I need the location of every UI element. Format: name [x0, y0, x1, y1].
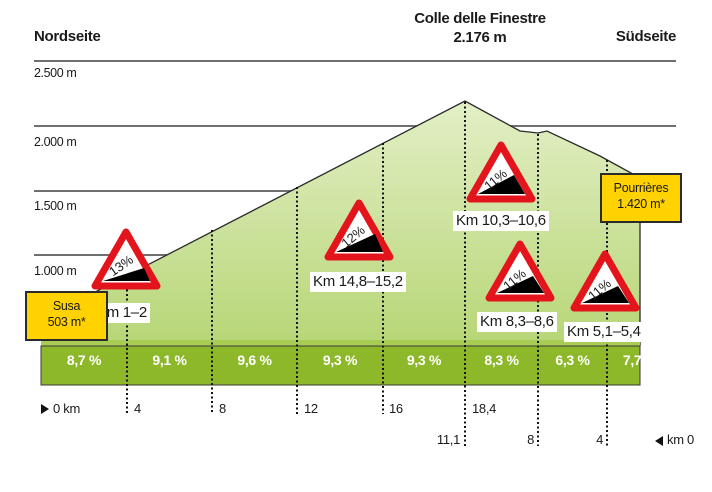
sign-label-km8: Km 8,3–8,6 — [477, 312, 557, 332]
segment-gradient-4: 9,3 % — [322, 352, 358, 368]
south-km-4: 4 — [596, 432, 603, 447]
sign-label-km10-11: Km 10,3–10,6 — [453, 211, 549, 231]
arrow-right-icon — [41, 404, 49, 414]
susa-start-box: Susa 503 m* — [25, 291, 108, 341]
north-km-8: 8 — [219, 401, 226, 416]
segment-gradient-7: 6,3 % — [555, 352, 590, 368]
south-km-8: 8 — [527, 432, 534, 447]
y-label-2500: 2.500 m — [34, 66, 77, 80]
segment-gradient-6: 8,3 % — [484, 352, 519, 368]
north-km-summit: 18,4 — [472, 401, 497, 416]
north-km-16: 16 — [389, 401, 403, 416]
pourrieres-start-box: Pourrières 1.420 m* — [600, 173, 682, 223]
summit-elevation: 2.176 m — [453, 29, 507, 46]
y-label-2000: 2.000 m — [34, 135, 77, 149]
sign-label-km14-15: Km 14,8–15,2 — [310, 272, 406, 292]
gradient-sign-11a-icon — [466, 141, 536, 203]
y-label-1000: 1.000 m — [34, 264, 77, 278]
south-end-label: km 0 — [667, 432, 694, 447]
pourrieres-elevation: 1.420 m* — [617, 197, 665, 211]
north-side-title: Nordseite — [34, 28, 101, 45]
gradient-sign-11c-icon — [570, 250, 640, 312]
south-side-title: Südseite — [615, 28, 676, 45]
south-km-summit: 11,1 — [436, 432, 460, 447]
north-start-label: 0 km — [53, 401, 80, 416]
gradient-sign-11b-icon — [485, 240, 555, 302]
y-label-1500: 1.500 m — [34, 199, 77, 213]
segment-gradient-8: 7,7 % — [622, 352, 658, 368]
arrow-left-icon — [655, 436, 663, 446]
gridline-2000 — [34, 125, 676, 127]
north-km-4: 4 — [134, 401, 141, 416]
segment-gradient-5: 9,3 % — [406, 352, 442, 368]
segment-gradient-3: 9,6 % — [237, 352, 272, 368]
gradient-band — [40, 345, 641, 386]
susa-elevation: 503 m* — [47, 315, 86, 329]
north-km-12: 12 — [304, 401, 318, 416]
summit-name: Colle delle Finestre — [414, 10, 546, 27]
segment-gradient-2: 9,1 % — [152, 352, 187, 368]
gradient-sign-12-icon — [324, 199, 394, 261]
pourrieres-name: Pourrières — [613, 181, 669, 195]
gradient-sign-13-icon — [91, 228, 161, 290]
gridline-2500 — [34, 60, 676, 62]
sign-label-km5: Km 5,1–5,4 — [564, 322, 644, 342]
susa-name: Susa — [52, 299, 81, 313]
segment-gradient-1: 8,7 % — [66, 352, 102, 368]
gradient-band-top — [41, 340, 640, 348]
